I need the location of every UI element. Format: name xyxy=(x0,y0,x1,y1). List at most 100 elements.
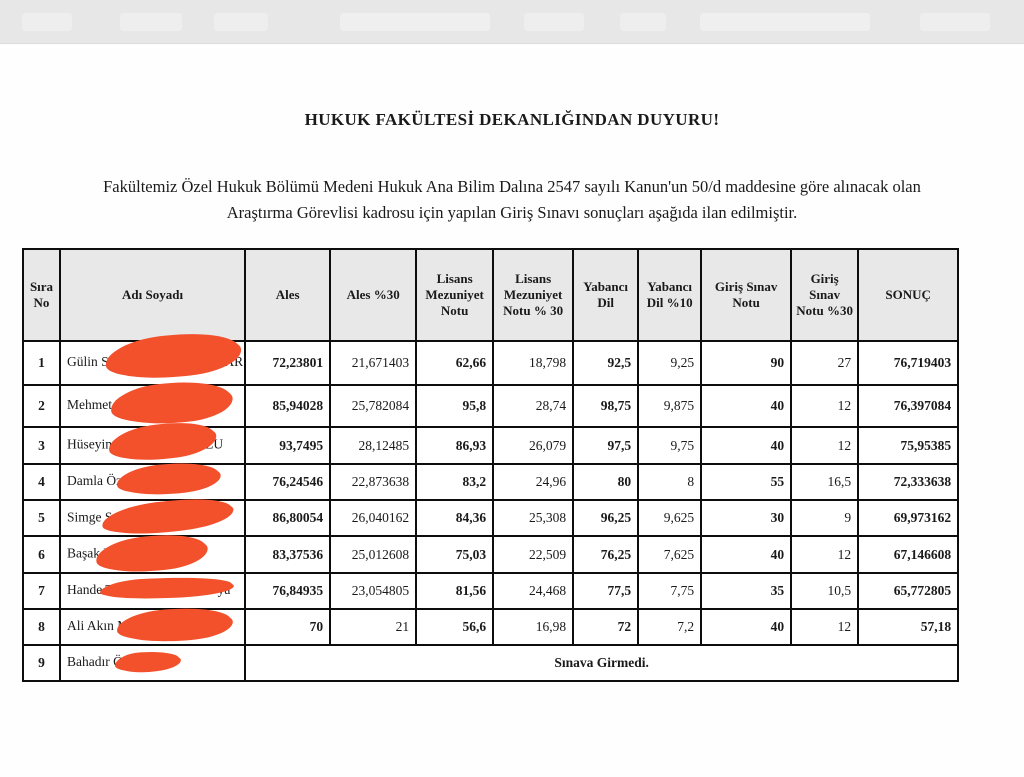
chrome-ghost-shape xyxy=(920,13,990,31)
score-cell: 8 xyxy=(637,463,703,501)
score-cell: 56,6 xyxy=(415,608,495,646)
name-cell: Başak B xyxy=(58,531,247,574)
table-row: 3 Hüseyin ĞLU 93,7495 28,12485 86,93 26,… xyxy=(22,418,960,465)
column-header-adi-soyadi: Adı Soyadı xyxy=(58,248,247,342)
score-cell: 83,37536 xyxy=(244,535,332,574)
results-table: Sıra No Adı Soyadı Ales Ales %30 Lisans … xyxy=(22,248,960,682)
score-cell: 72,333638 xyxy=(857,463,960,501)
score-cell: 12 xyxy=(790,384,860,428)
name-text: Hüseyin xyxy=(67,436,116,452)
score-cell: 80 xyxy=(572,463,640,501)
chrome-ghost-shape xyxy=(120,13,182,31)
announcement-line-1: Fakültemiz Özel Hukuk Bölümü Medeni Huku… xyxy=(103,177,921,196)
score-cell: 72 xyxy=(572,608,640,646)
score-cell: 67,146608 xyxy=(857,535,960,574)
score-cell: 28,74 xyxy=(492,384,575,428)
column-header-yabanci-dil: Yabancı Dil xyxy=(572,248,640,342)
table-row: 5 Simge S 86,80054 26,040162 84,36 25,30… xyxy=(22,493,960,537)
score-cell: 16,98 xyxy=(492,608,575,646)
row-number: 6 xyxy=(22,535,61,574)
column-header-giris-sinav-notu: Giriş Sınav Notu xyxy=(700,248,793,342)
score-cell: 55 xyxy=(700,463,793,501)
redaction-scribble xyxy=(101,575,232,599)
score-cell: 75,95385 xyxy=(857,426,960,465)
row-number: 2 xyxy=(22,384,61,428)
score-cell: 81,56 xyxy=(415,572,495,610)
score-cell: 86,80054 xyxy=(244,499,332,537)
column-header-lisans-mezuniyet-notu-30: Lisans Mezuniyet Notu % 30 xyxy=(492,248,575,342)
redaction-scribble xyxy=(111,378,233,426)
score-cell: 90 xyxy=(700,340,793,386)
faded-browser-chrome xyxy=(0,0,1024,44)
page-title: HUKUK FAKÜLTESİ DEKANLIĞINDAN DUYURU! xyxy=(304,110,720,129)
score-cell: 57,18 xyxy=(857,608,960,646)
score-cell: 26,079 xyxy=(492,426,575,465)
column-header-ales-30: Ales %30 xyxy=(329,248,418,342)
score-cell: 23,054805 xyxy=(329,572,418,610)
score-cell: 25,782084 xyxy=(329,384,418,428)
name-cell: Mehmet D xyxy=(58,378,247,428)
column-header-lisans-mezuniyet-notu: Lisans Mezuniyet Notu xyxy=(415,248,495,342)
score-cell: 9,75 xyxy=(637,426,703,465)
name-cell: Ali Akın M xyxy=(58,606,247,646)
score-cell: 93,7495 xyxy=(244,426,332,465)
score-cell: 9,875 xyxy=(637,384,703,428)
score-cell: 92,5 xyxy=(572,340,640,386)
score-cell: 7,2 xyxy=(637,608,703,646)
row-number: 4 xyxy=(22,463,61,501)
score-cell: 76,24546 xyxy=(244,463,332,501)
name-text: Hande T xyxy=(67,582,114,598)
score-cell: 7,75 xyxy=(637,572,703,610)
table-row: 4 Damla Özd 76,24546 22,873638 83,2 24,9… xyxy=(22,460,960,501)
announcement-line-2: Araştırma Görevlisi kadrosu için yapılan… xyxy=(226,202,798,222)
score-cell: 9,25 xyxy=(637,340,703,386)
did-not-attend-cell: Sınava Girmedi. xyxy=(244,644,960,682)
score-cell: 22,509 xyxy=(492,535,575,574)
chrome-ghost-shape xyxy=(340,13,490,31)
table-row: 8 Ali Akın M 70 21 56,6 16,98 72 7,2 40 … xyxy=(22,606,960,646)
column-header-ales: Ales xyxy=(244,248,332,342)
chrome-ghost-shape xyxy=(22,13,72,31)
score-cell: 40 xyxy=(700,535,793,574)
score-cell: 83,2 xyxy=(415,463,495,501)
name-text: Mehmet D xyxy=(67,397,126,413)
name-cell: Simge S xyxy=(58,493,247,537)
score-cell: 16,5 xyxy=(790,463,860,501)
score-cell: 95,8 xyxy=(415,384,495,428)
score-cell: 76,719403 xyxy=(857,340,960,386)
column-header-yabanci-dil-10: Yabancı Dil %10 xyxy=(637,248,703,342)
score-cell: 76,25 xyxy=(572,535,640,574)
score-cell: 84,36 xyxy=(415,499,495,537)
score-cell: 69,973162 xyxy=(857,499,960,537)
chrome-ghost-shape xyxy=(620,13,666,31)
score-cell: 62,66 xyxy=(415,340,495,386)
score-cell: 25,308 xyxy=(492,499,575,537)
redaction-scribble xyxy=(118,606,232,642)
score-cell: 86,93 xyxy=(415,426,495,465)
score-cell: 97,5 xyxy=(572,426,640,465)
score-cell: 22,873638 xyxy=(329,463,418,501)
score-cell: 7,625 xyxy=(637,535,703,574)
score-cell: 24,468 xyxy=(492,572,575,610)
row-number: 9 xyxy=(22,644,61,682)
name-text: Simge S xyxy=(67,509,113,525)
score-cell: 28,12485 xyxy=(329,426,418,465)
row-number: 3 xyxy=(22,426,61,465)
score-cell: 12 xyxy=(790,535,860,574)
chrome-ghost-shape xyxy=(700,13,870,31)
score-cell: 65,772805 xyxy=(857,572,960,610)
redaction-scribble xyxy=(102,493,234,537)
column-header-sonuc: SONUÇ xyxy=(857,248,960,342)
name-cell: Gülin SU AR xyxy=(58,329,247,386)
redaction-scribble xyxy=(96,531,208,574)
score-cell: 76,397084 xyxy=(857,384,960,428)
score-cell: 75,03 xyxy=(415,535,495,574)
score-cell: 98,75 xyxy=(572,384,640,428)
row-number: 5 xyxy=(22,499,61,537)
name-text: Bahadır ÖZ xyxy=(67,654,132,670)
table-row: 2 Mehmet D 85,94028 25,782084 95,8 28,74… xyxy=(22,378,960,428)
score-cell: 27 xyxy=(790,340,860,386)
